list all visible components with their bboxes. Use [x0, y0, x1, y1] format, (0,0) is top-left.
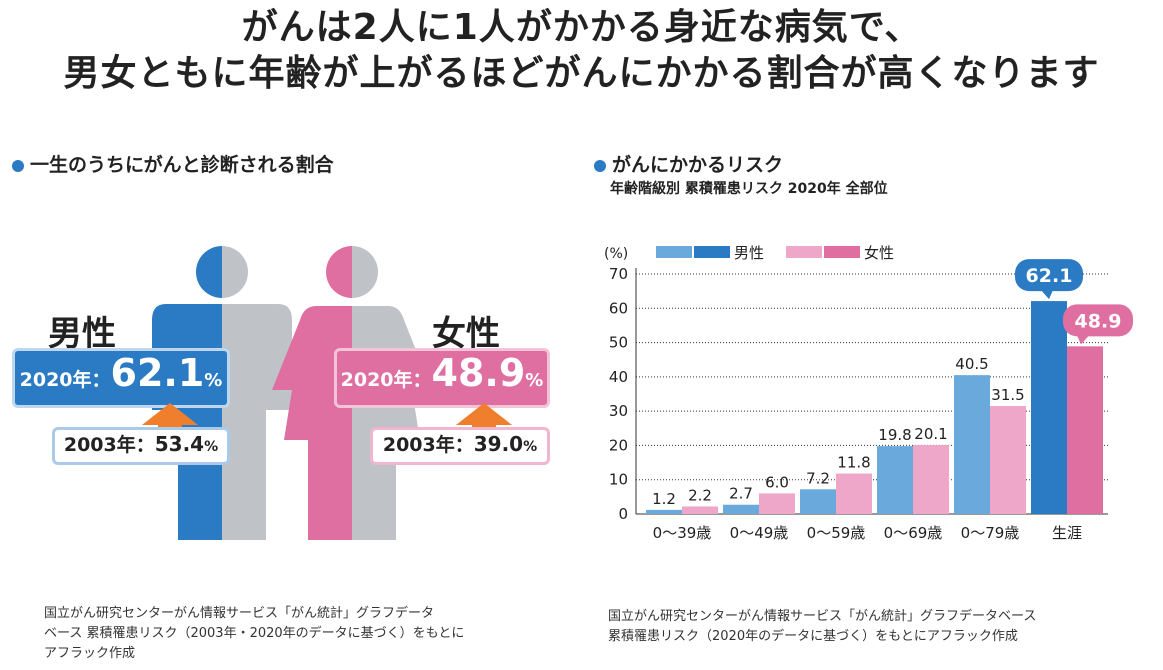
- left-source-note: 国立がん研究センターがん情報サービス「がん統計」グラフデータ ベース 累積罹患リ…: [44, 604, 464, 664]
- male-up-arrow-icon: [142, 403, 198, 441]
- female-2003-box: 2003年： 39.0 %: [370, 427, 550, 465]
- right-source-note: 国立がん研究センターがん情報サービス「がん統計」グラフデータベース 累積罹患リス…: [608, 607, 1036, 647]
- female-2020-value: 48.9: [431, 351, 526, 395]
- headline-line1: がんは2人に1人がかかる身近な病気で、: [241, 7, 922, 48]
- data-label-female: 31.5: [991, 386, 1024, 404]
- bullet-dot-icon: [12, 159, 24, 172]
- bar-male: [877, 446, 913, 514]
- bar-male: [1031, 301, 1067, 514]
- data-label-male: 19.8: [878, 426, 911, 444]
- headline-line2: 男女ともに年齢が上がるほどがんにかかる割合が高くなります: [63, 53, 1100, 94]
- right-section-title: がんにかかるリスク: [594, 150, 783, 177]
- right-note-line-2: 累積罹患リスク（2020年のデータに基づく）をもとにアフラック作成: [608, 629, 1018, 644]
- data-label-female: 11.8: [837, 454, 870, 472]
- left-note-line-1: 国立がん研究センターがん情報サービス「がん統計」グラフデータ: [44, 606, 435, 621]
- female-2003-value: 39.0: [473, 432, 524, 456]
- female-2003-unit: %: [523, 439, 538, 455]
- data-label-male: 2.7: [729, 485, 753, 503]
- y-tick-label: 70: [609, 265, 628, 283]
- data-label-female: 48.9: [1075, 310, 1122, 332]
- legend-swatch-light: [656, 246, 692, 258]
- bar-male: [800, 489, 836, 514]
- bar-male: [723, 504, 759, 514]
- left-section-title: 一生のうちにがんと診断される割合: [12, 150, 334, 177]
- callout-bubble-male: [1015, 259, 1083, 292]
- x-tick-label: 0〜49歳: [730, 524, 789, 542]
- x-tick-label: 0〜79歳: [961, 524, 1020, 542]
- y-tick-label: 10: [609, 471, 628, 489]
- risk-bar-chart: 0 10 20 30 40 50 60 70 (%) 男性 女性 0〜39歳 1.2 2.2 0〜49歳 2.…: [604, 244, 1133, 542]
- y-tick-label: 30: [609, 402, 628, 420]
- y-axis-unit-label: (%): [604, 246, 628, 262]
- y-tick-label: 0: [618, 505, 628, 523]
- male-2020-box: 2020年： 62.1 %: [12, 348, 230, 408]
- male-2003-value: 53.4: [154, 432, 205, 456]
- x-tick-label: 0〜59歳: [807, 524, 866, 542]
- female-2020-year: 2020年：: [340, 369, 432, 391]
- bar-female: [913, 445, 949, 514]
- male-2003-unit: %: [204, 439, 219, 455]
- bullet-dot-icon: [594, 159, 606, 172]
- right-note-line-1: 国立がん研究センターがん情報サービス「がん統計」グラフデータベース: [608, 609, 1037, 624]
- data-label-male: 40.5: [955, 355, 988, 373]
- bar-female: [759, 493, 795, 514]
- female-up-arrow-icon: [456, 403, 512, 441]
- data-label-male: 62.1: [1026, 265, 1073, 287]
- right-title-text: がんにかかるリスク: [612, 154, 784, 176]
- chart-subtitle: 年齢階級別 累積罹患リスク 2020年 全部位: [610, 181, 888, 197]
- left-note-line-2: ベース 累積罹患リスク（2003年・2020年のデータに基づく）をもとに: [44, 626, 465, 641]
- y-tick-label: 40: [609, 368, 628, 386]
- bar-male: [954, 375, 990, 514]
- left-title-text: 一生のうちにがんと診断される割合: [30, 154, 334, 176]
- female-2020-box: 2020年： 48.9 %: [334, 348, 550, 408]
- bar-male: [646, 509, 682, 514]
- left-note-line-3: アフラック作成: [44, 646, 136, 661]
- y-tick-label: 50: [609, 334, 628, 352]
- y-tick-label: 60: [609, 299, 628, 317]
- data-label-female: 2.2: [688, 486, 712, 504]
- x-tick-label: 0〜69歳: [884, 524, 943, 542]
- bar-female: [682, 506, 718, 514]
- data-label-male: 1.2: [652, 490, 676, 508]
- legend-label-female: 女性: [864, 244, 894, 262]
- callout-pointer-male: [1041, 290, 1053, 300]
- male-2020-year: 2020年：: [19, 369, 111, 391]
- callout-bubble-female: [1063, 304, 1133, 337]
- female-2020-unit: %: [525, 370, 544, 391]
- legend-swatch-light: [786, 246, 822, 258]
- legend-swatch-dark: [694, 246, 730, 258]
- bar-female: [1067, 346, 1103, 514]
- legend-label-male: 男性: [734, 244, 764, 262]
- male-label: 男性: [48, 314, 116, 354]
- male-2003-box: 2003年： 53.4 %: [52, 427, 230, 465]
- male-2003-year: 2003年：: [63, 434, 155, 456]
- bar-female: [836, 473, 872, 514]
- female-2003-year: 2003年：: [382, 434, 474, 456]
- data-label-male: 7.2: [806, 469, 830, 487]
- data-label-female: 6.0: [765, 473, 789, 491]
- female-label: 女性: [432, 314, 500, 354]
- x-tick-label: 0〜39歳: [653, 524, 712, 542]
- legend-swatch-dark: [824, 246, 860, 258]
- callout-pointer-female: [1077, 335, 1089, 345]
- male-2020-value: 62.1: [110, 351, 205, 395]
- data-label-female: 20.1: [914, 425, 947, 443]
- x-tick-label: 生涯: [1052, 524, 1082, 542]
- y-tick-label: 20: [609, 436, 628, 454]
- bar-female: [990, 406, 1026, 514]
- male-2020-unit: %: [204, 370, 223, 391]
